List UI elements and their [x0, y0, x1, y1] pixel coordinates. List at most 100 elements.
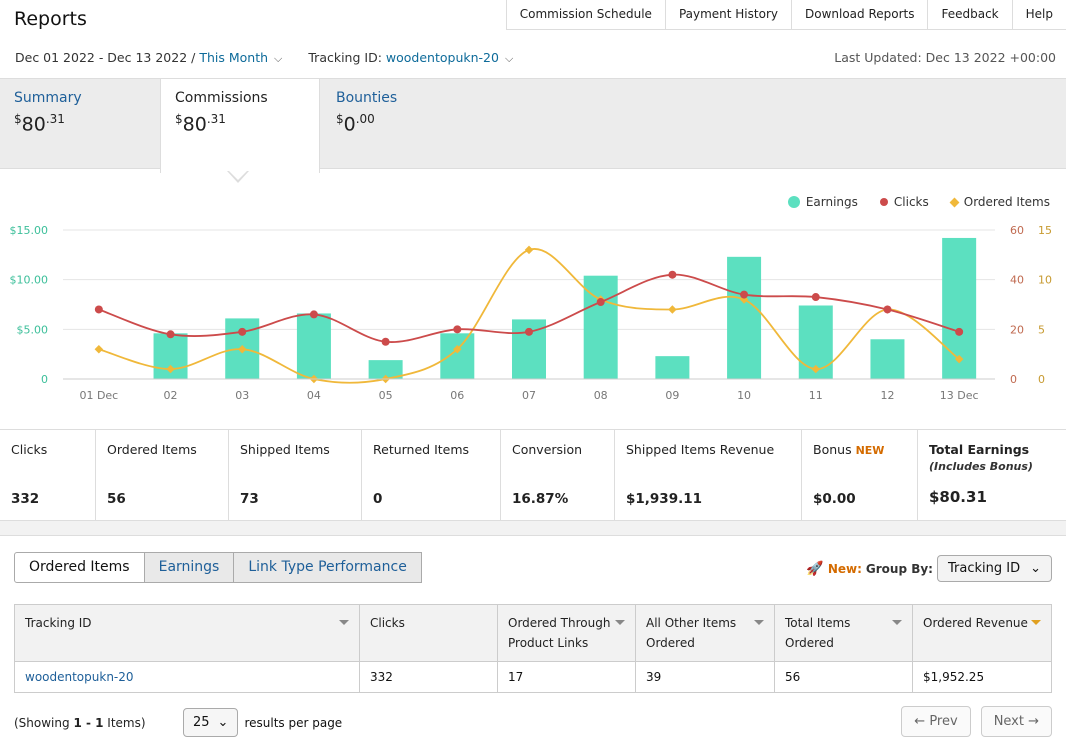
stat-returned-items: Returned Items 0	[362, 430, 501, 520]
col-ordered-revenue[interactable]: Ordered Revenue	[912, 604, 1052, 662]
tab-commissions[interactable]: Commissions $80.31	[160, 79, 320, 173]
legend-clicks[interactable]: Clicks	[879, 195, 929, 209]
group-by-label: Group By:	[865, 561, 933, 576]
x-tick-label: 05	[379, 389, 393, 402]
ordered-items-point	[166, 364, 175, 374]
top-nav: Commission Schedule Payment History Down…	[505, 0, 1066, 30]
last-updated: Last Updated: Dec 13 2022 +00:00	[834, 50, 1056, 65]
help-link[interactable]: Help	[1011, 0, 1066, 29]
clicks-point	[740, 290, 749, 299]
tab-bounties[interactable]: Bounties $0.00	[322, 79, 482, 170]
clicks-point	[94, 305, 103, 314]
tab-earnings[interactable]: Earnings	[144, 552, 235, 583]
group-by-select[interactable]: Tracking ID ⌄	[936, 555, 1052, 582]
stat-bonus: Bonus NEW $0.00	[802, 430, 918, 520]
col-total-items[interactable]: Total Items Ordered	[774, 604, 913, 662]
legend-earnings[interactable]: Earnings	[787, 195, 858, 209]
y-left-tick: $10.00	[10, 274, 49, 287]
y-left-tick: $15.00	[10, 224, 49, 237]
feedback-link[interactable]: Feedback	[927, 0, 1011, 29]
filter-bar: Dec 01 2022 - Dec 13 2022 / This Month ⌵ …	[15, 50, 513, 66]
stat-ordered-items: Ordered Items 56	[96, 430, 229, 520]
x-tick-label: 07	[522, 389, 536, 402]
tab-link-type-performance[interactable]: Link Type Performance	[234, 552, 422, 583]
chevron-down-icon: ⌄	[217, 715, 229, 730]
date-range: Dec 01 2022 - Dec 13 2022 /	[15, 50, 196, 65]
sort-icon[interactable]	[1031, 620, 1041, 625]
tab-label: Commissions	[175, 90, 268, 106]
per-page-select[interactable]: 25 ⌄	[183, 708, 239, 737]
cell-clicks: 332	[359, 661, 498, 693]
tab-label: Bounties	[336, 90, 398, 106]
period-dropdown[interactable]: This Month	[199, 50, 269, 65]
sort-icon[interactable]	[615, 620, 625, 625]
sort-icon[interactable]	[339, 620, 349, 625]
tracking-id-link[interactable]: woodentopukn-20	[25, 670, 134, 684]
y-right-tick: 40	[1010, 274, 1024, 287]
showing-count: (Showing 1 - 1 Items)	[14, 716, 146, 730]
earnings-swatch	[787, 196, 800, 208]
x-tick-label: 03	[235, 389, 249, 402]
ordered-items-point	[94, 344, 104, 354]
report-table: Tracking ID Clicks Ordered Through Produ…	[14, 604, 1052, 693]
page-title: Reports	[14, 8, 87, 30]
clicks-point	[453, 325, 462, 334]
y-right-tick: 10	[1038, 274, 1052, 287]
chart-legend: Earnings Clicks Ordered Items	[787, 195, 1050, 209]
clicks-point	[955, 327, 964, 336]
new-badge: NEW	[855, 444, 885, 457]
col-all-other-items[interactable]: All Other Items Ordered	[635, 604, 775, 662]
new-label: New:	[827, 561, 862, 576]
ordered-items-swatch	[949, 197, 960, 207]
per-page-label: results per page	[244, 715, 343, 730]
cell-tracking-id[interactable]: woodentopukn-20	[14, 661, 360, 693]
stat-total-earnings: Total Earnings (Includes Bonus) $80.31	[929, 442, 1033, 506]
clicks-point	[596, 298, 605, 307]
cell-revenue: $1,952.25	[912, 661, 1052, 693]
tab-ordered-items[interactable]: Ordered Items	[14, 552, 145, 583]
chevron-down-icon[interactable]: ⌵	[274, 52, 283, 65]
x-tick-label: 12	[880, 389, 894, 402]
col-ordered-through-links[interactable]: Ordered Through Product Links	[497, 604, 636, 662]
summary-tabs: Summary $80.31 Commissions $80.31 Bounti…	[0, 78, 1066, 173]
sort-icon[interactable]	[754, 620, 764, 625]
y-left-tick: $5.00	[17, 323, 49, 336]
col-tracking-id[interactable]: Tracking ID	[14, 604, 360, 662]
payment-history-link[interactable]: Payment History	[664, 0, 791, 29]
rocket-icon: 🚀	[806, 560, 824, 577]
x-tick-label: 13 Dec	[940, 389, 979, 402]
earnings-bar	[655, 356, 690, 379]
stat-conversion: Conversion 16.87%	[501, 430, 615, 520]
x-tick-label: 08	[594, 389, 608, 402]
col-clicks[interactable]: Clicks	[359, 604, 498, 662]
tab-amount: $80.31	[14, 112, 65, 136]
chevron-down-icon[interactable]: ⌵	[504, 52, 514, 65]
y-right-tick: 15	[1038, 224, 1052, 237]
clicks-point	[166, 330, 175, 339]
table-row: woodentopukn-20 332 17 39 56 $1,952.25	[14, 661, 1052, 693]
download-reports-link[interactable]: Download Reports	[790, 0, 928, 29]
stat-clicks: Clicks 332	[0, 430, 96, 520]
stat-shipped-revenue: Shipped Items Revenue $1,939.11	[615, 430, 802, 520]
stats-bar: Clicks 332 Ordered Items 56 Shipped Items 7…	[0, 429, 1066, 521]
y-right-tick: 20	[1010, 323, 1024, 336]
y-right-tick: 5	[1038, 323, 1045, 336]
report-tabs: Ordered Items Earnings Link Type Perform…	[14, 552, 422, 583]
clicks-point	[883, 305, 892, 314]
next-button[interactable]: Next →	[980, 706, 1052, 737]
prev-button[interactable]: ← Prev	[901, 706, 971, 737]
ordered-items-point	[453, 344, 462, 354]
tracking-id-dropdown[interactable]: woodentopukn-20	[385, 50, 499, 65]
legend-ordered-items[interactable]: Ordered Items	[949, 195, 1050, 209]
x-tick-label: 06	[450, 389, 464, 402]
earnings-bar	[727, 256, 762, 379]
section-divider	[0, 521, 1066, 536]
earnings-bar	[440, 333, 475, 379]
tab-summary[interactable]: Summary $80.31	[0, 79, 160, 170]
sort-icon[interactable]	[892, 620, 902, 625]
cell-total-items: 56	[774, 661, 913, 693]
earnings-bar	[870, 339, 905, 379]
y-left-tick: 0	[41, 373, 48, 386]
commission-schedule-link[interactable]: Commission Schedule	[505, 0, 665, 29]
y-right-tick: 0	[1010, 373, 1017, 386]
